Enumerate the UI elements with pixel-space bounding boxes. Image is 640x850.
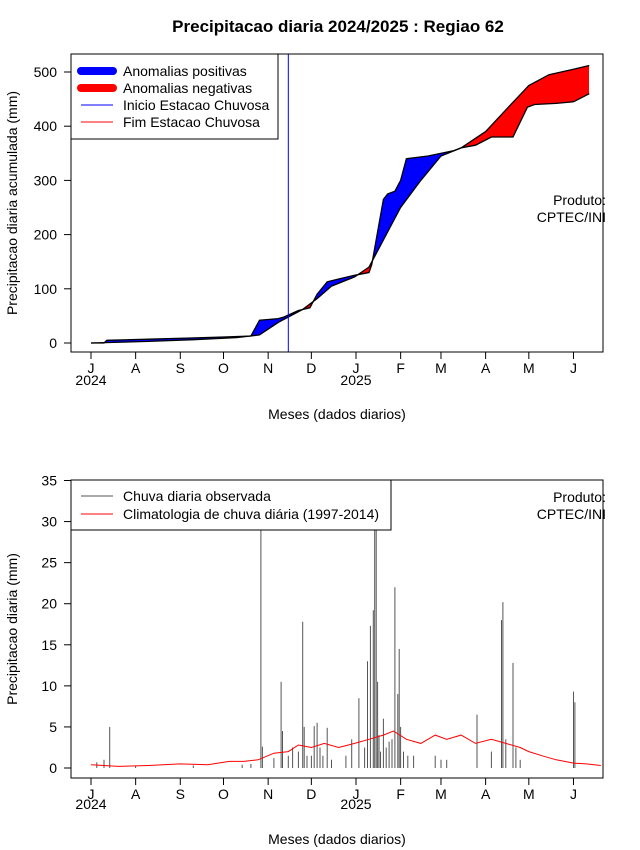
top-y-tick-label: 0	[49, 335, 57, 351]
bottom-y-tick-label: 5	[49, 719, 57, 735]
bottom-x-tick-label: M	[435, 786, 447, 802]
bottom-y-tick-label: 10	[41, 678, 57, 694]
bottom-year-label-2024: 2024	[75, 796, 106, 812]
top-product-source: CPTEC/INI	[537, 209, 606, 225]
cumulative-lines	[90, 64, 590, 344]
bottom-legend-box	[70, 479, 392, 531]
top-legend: Anomalias positivas Anomalias negativas …	[70, 53, 279, 140]
bottom-y-tick-label: 30	[41, 514, 57, 530]
top-x-tick-label: O	[218, 360, 229, 376]
bottom-x-tick-label: J	[570, 786, 577, 802]
top-x-tick-label: F	[396, 360, 405, 376]
top-y-axis: 0 100 200 300 400 500	[34, 64, 72, 351]
bottom-x-tick-label: A	[131, 786, 141, 802]
bottom-x-axis-label: Meses (dados diarios)	[268, 831, 406, 847]
top-x-tick-label: A	[131, 360, 141, 376]
top-x-tick-label: D	[306, 360, 316, 376]
legend-label-climatology: Climatologia de chuva diária (1997-2014)	[123, 506, 379, 522]
bottom-x-tick-label: M	[523, 786, 535, 802]
negative-anomaly-area	[461, 65, 589, 148]
daily-climatology	[90, 730, 601, 767]
bottom-x-tick-label: N	[263, 786, 273, 802]
climatology-cumulative-line	[90, 64, 590, 344]
climatology-daily-line	[90, 730, 601, 767]
bottom-y-tick-label: 35	[41, 473, 57, 489]
bottom-x-tick-label: O	[218, 786, 229, 802]
bottom-y-tick-label: 0	[49, 760, 57, 776]
top-x-tick-label: J	[353, 360, 360, 376]
top-y-tick-label: 200	[34, 227, 58, 243]
legend-label-positive: Anomalias positivas	[123, 63, 247, 79]
bottom-x-tick-label: S	[176, 786, 185, 802]
top-x-tick-label: S	[176, 360, 185, 376]
top-chart-title: Precipitacao diaria 2024/2025 : Regiao 6…	[172, 17, 504, 36]
top-x-tick-label: J	[570, 360, 577, 376]
bottom-y-axis: 0 5 10 15 20 25 30 35	[41, 473, 72, 776]
positive-anomaly-area	[373, 147, 462, 260]
top-year-label-2024: 2024	[75, 372, 106, 388]
bottom-legend: Chuva diaria observada Climatologia de c…	[70, 479, 392, 531]
top-x-tick-label: A	[481, 360, 491, 376]
top-chart: Precipitacao diaria 2024/2025 : Regiao 6…	[4, 17, 606, 422]
bottom-x-tick-label: J	[88, 786, 95, 802]
legend-label-season-start: Inicio Estacao Chuvosa	[123, 97, 270, 113]
bottom-year-label-2025: 2025	[340, 796, 371, 812]
bottom-product-source: CPTEC/INI	[537, 506, 606, 522]
bottom-y-tick-label: 15	[41, 637, 57, 653]
bottom-x-tick-label: D	[306, 786, 316, 802]
top-x-tick-label: J	[88, 360, 95, 376]
bottom-y-tick-label: 25	[41, 555, 57, 571]
top-y-tick-label: 100	[34, 281, 58, 297]
top-x-tick-label: M	[435, 360, 447, 376]
top-y-axis-label: Precipitacao diaria acumulada (mm)	[4, 91, 20, 315]
daily-rain-bars	[96, 529, 576, 768]
top-x-tick-label: M	[523, 360, 535, 376]
bottom-product-label: Produto:	[553, 489, 606, 505]
legend-label-negative: Anomalias negativas	[123, 80, 252, 96]
top-y-tick-label: 300	[34, 172, 58, 188]
bottom-x-tick-label: J	[353, 786, 360, 802]
top-y-tick-label: 500	[34, 64, 58, 80]
bottom-x-tick-label: A	[481, 786, 491, 802]
bottom-x-tick-label: F	[396, 786, 405, 802]
top-product-label: Produto:	[553, 192, 606, 208]
bottom-y-axis-label: Precipitacao diaria (mm)	[4, 553, 20, 705]
top-x-tick-label: N	[263, 360, 273, 376]
legend-label-season-end: Fim Estacao Chuvosa	[123, 114, 260, 130]
bottom-y-tick-label: 20	[41, 596, 57, 612]
legend-label-observed: Chuva diaria observada	[123, 488, 271, 504]
top-year-label-2025: 2025	[340, 372, 371, 388]
top-x-axis-label: Meses (dados diarios)	[268, 406, 406, 422]
top-y-tick-label: 400	[34, 118, 58, 134]
